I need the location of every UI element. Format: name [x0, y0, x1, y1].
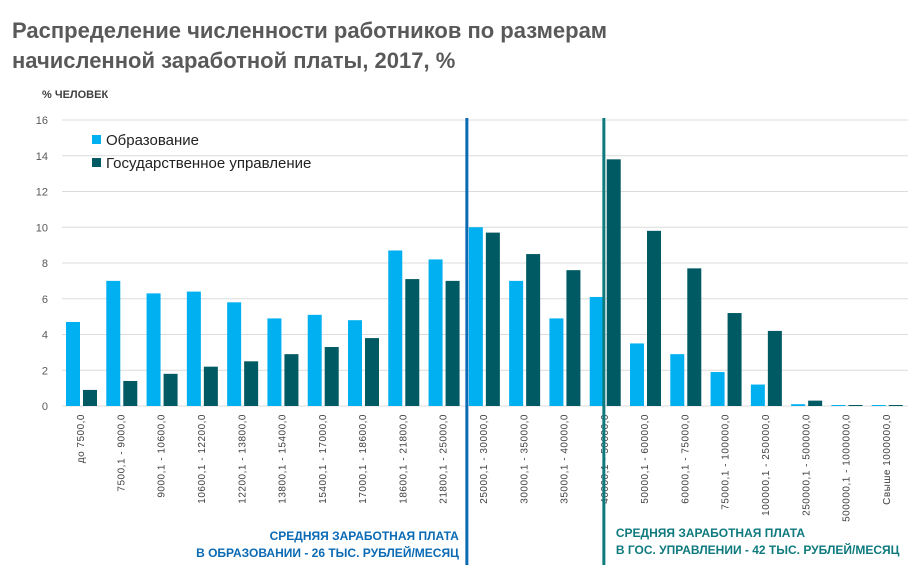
y-tick-label: 6 — [42, 294, 48, 306]
x-tick-label: до 7500,0 — [76, 414, 87, 463]
legend-label: Образование — [106, 132, 199, 149]
bar-education — [307, 314, 322, 406]
y-tick-label: 14 — [36, 151, 48, 163]
y-tick-label: 2 — [42, 365, 48, 377]
x-tick-label: 100000,1 - 250000,0 — [761, 414, 772, 516]
annotation-text: СРЕДНЯЯ ЗАРАБОТНАЯ ПЛАТА — [270, 529, 460, 543]
bar-government — [365, 338, 379, 406]
bar-government — [767, 330, 782, 406]
bar-education — [549, 318, 564, 406]
bar-education — [106, 280, 121, 406]
bar-government — [485, 232, 500, 406]
bar-education — [871, 405, 886, 406]
bar-education — [388, 250, 403, 406]
bar-education — [589, 296, 604, 406]
x-tick-label: 30000,1 - 35000,0 — [519, 414, 530, 504]
x-tick-label: 50000,1 - 60000,0 — [640, 414, 651, 504]
bar-government — [445, 280, 460, 406]
y-tick-label: 16 — [36, 115, 48, 127]
bar-government — [808, 400, 823, 406]
bar-government — [647, 230, 661, 406]
bar-government — [284, 354, 299, 406]
y-tick-label: 8 — [42, 258, 48, 270]
bar-education — [227, 302, 242, 406]
x-tick-label: 10600,1 - 12200,0 — [197, 414, 208, 504]
annotation-text: СРЕДНЯЯ ЗАРАБОТНАЯ ПЛАТА — [616, 526, 806, 540]
y-axis-label: % ЧЕЛОВЕК — [42, 89, 109, 101]
bar-government — [526, 254, 541, 406]
x-tick-label: 7500,1 - 9000,0 — [116, 414, 127, 492]
bar-government — [727, 313, 742, 406]
x-tick-label: 250000,1 - 500000,0 — [801, 414, 812, 516]
bar-government — [324, 347, 339, 406]
bar-education — [670, 354, 685, 406]
x-tick-label: 60000,1 - 75000,0 — [680, 414, 691, 504]
bar-government — [888, 405, 903, 406]
x-tick-label: 9000,1 - 10600,0 — [157, 414, 168, 498]
legend-label: Государственное управление — [106, 155, 311, 172]
y-tick-label: 0 — [42, 401, 48, 413]
bar-education — [630, 343, 644, 406]
bar-government — [687, 268, 702, 406]
x-tick-label: 18600,1 - 21800,0 — [398, 414, 409, 504]
x-tick-label: 17000,1 - 18600,0 — [358, 414, 369, 504]
bar-government — [244, 361, 259, 406]
annotation-text: В ОБРАЗОВАНИИ - 26 ТЫС. РУБЛЕЙ/МЕСЯЦ — [196, 545, 459, 560]
bar-education — [428, 259, 443, 406]
title-line-1: Распределение численности работников по … — [12, 18, 608, 43]
bar-government — [203, 366, 218, 406]
bar-government — [566, 270, 581, 406]
x-tick-label: 500000,1 - 1000000,0 — [842, 414, 853, 522]
x-tick-label: Свыше 1000000,0 — [882, 414, 893, 505]
bar-education — [791, 404, 806, 406]
bar-education — [146, 293, 161, 406]
legend-swatch — [92, 135, 101, 144]
title-line-2: начисленной заработной платы, 2017, % — [12, 48, 456, 73]
bar-education — [186, 291, 201, 406]
bar-education — [831, 405, 846, 406]
y-tick-label: 4 — [42, 330, 48, 342]
bar-government — [123, 380, 138, 406]
bar-education — [348, 320, 362, 406]
bar-education — [468, 227, 483, 406]
bar-education — [710, 372, 725, 406]
bar-government — [606, 159, 621, 406]
x-tick-label: 15400,1 - 17000,0 — [318, 414, 329, 504]
x-tick-label: 25000,1 - 30000,0 — [479, 414, 490, 504]
annotation-text: В ГОС. УПРАВЛЕНИИ - 42 ТЫС. РУБЛЕЙ/МЕСЯЦ — [616, 542, 900, 557]
bar-education — [509, 280, 524, 406]
y-tick-label: 12 — [36, 187, 48, 199]
x-tick-label: 12200,1 - 13800,0 — [237, 414, 248, 504]
bar-education — [267, 318, 282, 406]
bar-government — [163, 373, 178, 406]
bar-education — [66, 321, 80, 406]
bar-government — [405, 279, 420, 406]
x-tick-label: 35000,1 - 40000,0 — [560, 414, 571, 504]
x-tick-label: 75000,1 - 100000,0 — [721, 414, 732, 510]
bar-government — [83, 389, 97, 406]
x-tick-label: 21800,1 - 25000,0 — [439, 414, 450, 504]
bar-government — [848, 405, 863, 406]
bar-education — [750, 384, 765, 406]
chart-title: Распределение численности работников по … — [12, 16, 607, 76]
x-tick-label: 13800,1 - 15400,0 — [278, 414, 289, 504]
y-tick-label: 10 — [36, 222, 48, 234]
legend-swatch — [92, 158, 101, 167]
